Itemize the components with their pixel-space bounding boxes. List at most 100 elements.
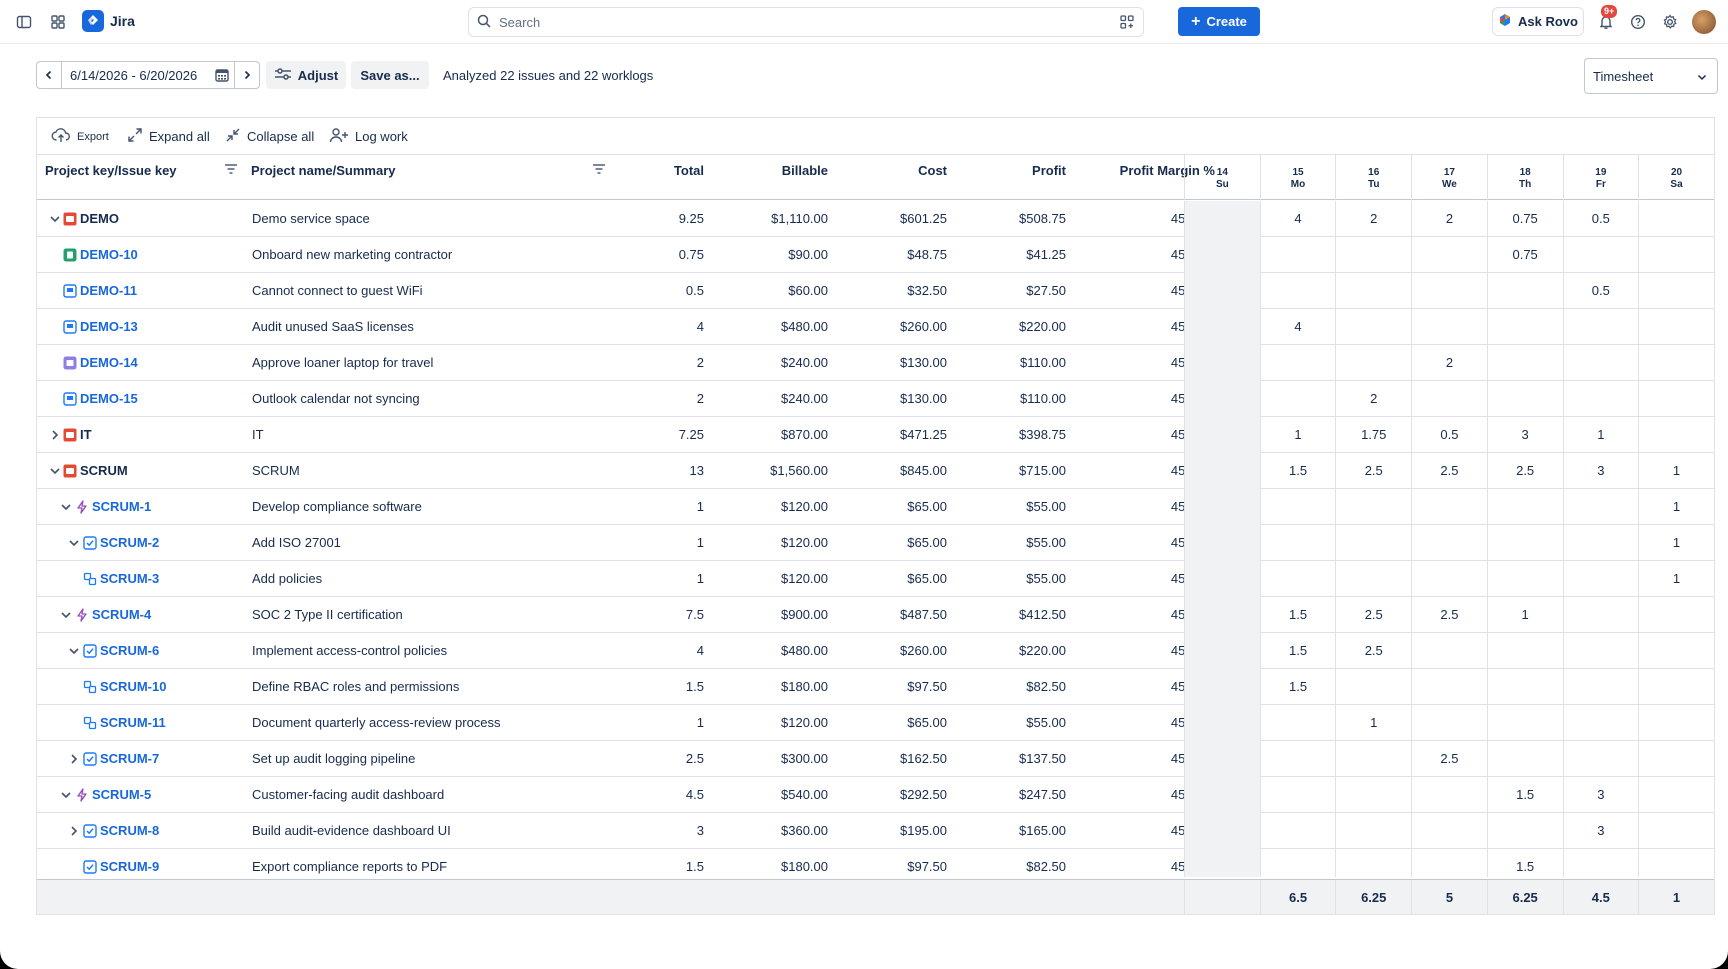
day-hours-cell[interactable]: 4: [1259, 201, 1336, 237]
day-hours-cell[interactable]: [1259, 777, 1336, 813]
issue-key[interactable]: SCRUM-1: [92, 499, 152, 514]
column-cost-header[interactable]: Cost: [918, 163, 947, 178]
day-hours-cell[interactable]: 2.5: [1335, 633, 1411, 669]
day-hours-cell[interactable]: [1486, 813, 1563, 849]
column-total-header[interactable]: Total: [673, 163, 704, 178]
issue-key[interactable]: DEMO-14: [80, 355, 138, 370]
view-select[interactable]: Timesheet: [1584, 58, 1718, 94]
table-row[interactable]: SCRUM-1 Develop compliance software 1 $120.…: [37, 489, 1714, 525]
day-hours-cell[interactable]: [1638, 309, 1714, 345]
day-hours-cell[interactable]: [1486, 381, 1563, 417]
chevron-down-icon[interactable]: [60, 789, 72, 804]
day-hours-cell[interactable]: [1638, 741, 1714, 777]
calendar-icon[interactable]: [214, 67, 230, 86]
day-hours-cell[interactable]: 1: [1259, 417, 1336, 453]
day-hours-cell[interactable]: 4: [1259, 309, 1336, 345]
issue-key[interactable]: SCRUM-11: [100, 715, 166, 730]
day-hours-cell[interactable]: [1259, 237, 1336, 273]
day-hours-cell[interactable]: [1184, 201, 1260, 237]
day-hours-cell[interactable]: [1335, 849, 1411, 877]
chevron-right-icon[interactable]: [68, 753, 80, 768]
chevron-right-icon[interactable]: [68, 825, 80, 840]
day-hours-cell[interactable]: [1184, 561, 1260, 597]
day-hours-cell[interactable]: [1335, 525, 1411, 561]
table-row[interactable]: DEMO-13 Audit unused SaaS licenses 4 $480.0…: [37, 309, 1714, 345]
day-hours-cell[interactable]: [1638, 345, 1714, 381]
day-hours-cell[interactable]: 2.5: [1411, 453, 1487, 489]
day-hours-cell[interactable]: [1411, 561, 1487, 597]
day-hours-cell[interactable]: [1259, 561, 1336, 597]
issue-key[interactable]: DEMO-13: [80, 319, 138, 334]
search-input[interactable]: Search: [468, 7, 1144, 37]
day-hours-cell[interactable]: [1259, 705, 1336, 741]
column-profit-header[interactable]: Profit: [1032, 163, 1066, 178]
day-hours-cell[interactable]: [1184, 813, 1260, 849]
day-hours-cell[interactable]: [1335, 309, 1411, 345]
day-hours-cell[interactable]: [1638, 813, 1714, 849]
export-button[interactable]: Export: [51, 127, 109, 146]
chevron-down-icon[interactable]: [60, 609, 72, 624]
day-hours-cell[interactable]: 1: [1335, 705, 1411, 741]
day-hours-cell[interactable]: [1562, 237, 1639, 273]
chevron-down-icon[interactable]: [68, 645, 80, 660]
day-hours-cell[interactable]: [1335, 561, 1411, 597]
expand-all-button[interactable]: Expand all: [127, 127, 210, 146]
chevron-down-icon[interactable]: [49, 213, 61, 228]
day-hours-cell[interactable]: 1: [1638, 453, 1714, 489]
day-hours-cell[interactable]: [1562, 561, 1639, 597]
issue-key[interactable]: DEMO-15: [80, 391, 138, 406]
day-hours-cell[interactable]: 1.5: [1259, 633, 1336, 669]
day-hours-cell[interactable]: [1184, 525, 1260, 561]
day-hours-cell[interactable]: [1184, 669, 1260, 705]
day-hours-cell[interactable]: [1411, 489, 1487, 525]
create-button[interactable]: + Create: [1178, 7, 1260, 36]
log-work-button[interactable]: Log work: [329, 127, 408, 146]
day-hours-cell[interactable]: 1: [1562, 417, 1639, 453]
issue-key[interactable]: SCRUM-9: [100, 859, 160, 874]
day-hours-cell[interactable]: [1184, 597, 1260, 633]
day-hours-cell[interactable]: [1184, 237, 1260, 273]
day-hours-cell[interactable]: [1259, 381, 1336, 417]
day-hours-cell[interactable]: [1259, 849, 1336, 877]
filter-icon[interactable]: [592, 163, 606, 178]
day-hours-cell[interactable]: 1.5: [1259, 669, 1336, 705]
day-hours-cell[interactable]: [1335, 345, 1411, 381]
day-hours-cell[interactable]: [1638, 669, 1714, 705]
table-row[interactable]: SCRUM-11 Document quarterly access-review…: [37, 705, 1714, 741]
day-hours-cell[interactable]: [1259, 489, 1336, 525]
day-hours-cell[interactable]: [1562, 633, 1639, 669]
chevron-down-icon[interactable]: [49, 465, 61, 480]
day-hours-cell[interactable]: [1411, 813, 1487, 849]
day-hours-cell[interactable]: [1638, 201, 1714, 237]
app-switcher-icon[interactable]: [48, 12, 68, 32]
table-row[interactable]: DEMO-14 Approve loaner laptop for travel 2…: [37, 345, 1714, 381]
day-hours-cell[interactable]: [1411, 777, 1487, 813]
day-hours-cell[interactable]: 3: [1562, 453, 1639, 489]
ask-rovo-button[interactable]: Ask Rovo: [1492, 7, 1584, 36]
day-hours-cell[interactable]: [1411, 237, 1487, 273]
issue-key[interactable]: SCRUM-7: [100, 751, 160, 766]
day-hours-cell[interactable]: [1562, 309, 1639, 345]
day-hours-cell[interactable]: [1486, 633, 1563, 669]
day-hours-cell[interactable]: [1259, 345, 1336, 381]
day-hours-cell[interactable]: [1259, 813, 1336, 849]
day-hours-cell[interactable]: [1486, 741, 1563, 777]
day-hours-cell[interactable]: 1: [1638, 525, 1714, 561]
day-hours-cell[interactable]: [1411, 669, 1487, 705]
next-week-button[interactable]: [235, 62, 259, 88]
day-hours-cell[interactable]: [1335, 813, 1411, 849]
day-hours-cell[interactable]: [1184, 273, 1260, 309]
issue-key[interactable]: SCRUM-3: [100, 571, 160, 586]
day-hours-cell[interactable]: 2.5: [1335, 453, 1411, 489]
day-hours-cell[interactable]: [1411, 849, 1487, 877]
issue-key[interactable]: DEMO-10: [80, 247, 138, 262]
day-hours-cell[interactable]: [1486, 489, 1563, 525]
day-hours-cell[interactable]: 2: [1335, 381, 1411, 417]
adjust-button[interactable]: Adjust: [266, 61, 346, 89]
day-hours-cell[interactable]: [1335, 669, 1411, 705]
day-hours-cell[interactable]: [1486, 525, 1563, 561]
day-hours-cell[interactable]: 3: [1486, 417, 1563, 453]
day-hours-cell[interactable]: 0.5: [1562, 201, 1639, 237]
day-hours-cell[interactable]: [1259, 273, 1336, 309]
column-summary-header[interactable]: Project name/Summary: [251, 163, 396, 178]
